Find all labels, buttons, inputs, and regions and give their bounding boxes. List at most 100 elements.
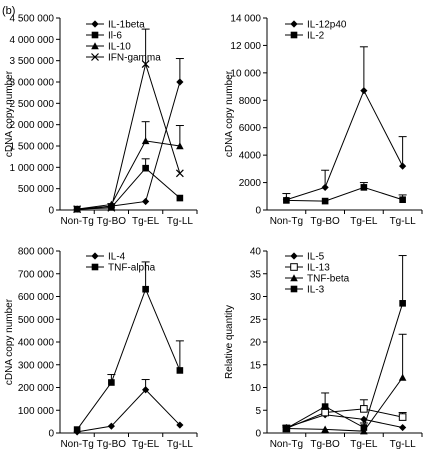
y-tick-label: 1 500 000 — [10, 142, 55, 153]
y-tick-label: 3 000 000 — [10, 78, 55, 89]
data-point-il-4 — [142, 386, 150, 394]
y-tick-label: 700 000 — [18, 269, 55, 280]
data-point-ifn-gamma — [73, 205, 82, 214]
legend-label: IL-2 — [307, 31, 325, 42]
y-tick-label: 500 000 — [18, 315, 55, 326]
data-point-ifn-gamma — [141, 60, 150, 69]
series-il-3 — [282, 255, 407, 432]
data-point-il-10 — [141, 137, 150, 145]
data-point-tnf-beta — [398, 373, 407, 381]
data-point-il-2 — [360, 184, 368, 191]
x-tick-label: Tg-BO — [310, 216, 340, 227]
data-point-il-3 — [283, 425, 290, 432]
y-tick-label: 0 — [255, 206, 261, 217]
chart-panel-cytokines-1: 0 500 000 1 000 000 1 500 000 2 000 000 2 500… — [4, 14, 198, 227]
legend-label: IL-13 — [307, 263, 330, 274]
y-tick-label: 3 500 000 — [10, 56, 55, 67]
x-tick-label: Tg-BO — [97, 439, 127, 450]
series-il-4 — [73, 379, 184, 436]
data-point-il-2 — [283, 197, 290, 204]
y-tick-label: 35 — [250, 269, 262, 280]
y-tick-label: 14 000 — [230, 14, 261, 25]
x-tick-label: Tg-BO — [97, 216, 127, 227]
series-line-il-1beta — [77, 81, 181, 210]
x-tick-label: Tg-LL — [167, 439, 194, 450]
x-tick-label: Tg-EL — [350, 216, 378, 227]
legend-label: IFN-gamma — [108, 53, 161, 64]
data-point-il-10 — [176, 142, 184, 150]
data-point-tnf-alpha — [108, 379, 115, 386]
x-tick-label: Tg-LL — [390, 216, 417, 227]
y-tick-label: 10 — [250, 383, 262, 394]
data-point-il-6 — [176, 194, 184, 202]
y-tick-label: 2 000 000 — [10, 120, 55, 131]
x-tick-label: Tg-BO — [310, 439, 340, 450]
data-point-il-13 — [398, 413, 407, 421]
data-point-il-3 — [321, 403, 329, 410]
y-tick-label: 800 000 — [18, 247, 55, 258]
x-tick-label: Non-Tg — [270, 439, 303, 450]
y-tick-label: 0 — [255, 429, 261, 440]
series-line-il-6 — [77, 167, 181, 210]
legend-marker — [91, 263, 99, 271]
y-axis-title: cDNA copy number — [4, 70, 15, 157]
chart-panel-cytokines-3: 0 100 000 200 000 300 000 400 000 500 000 600 … — [4, 247, 198, 450]
series-il-6 — [73, 158, 184, 213]
series-il-12p40 — [282, 46, 407, 204]
legend-marker — [290, 274, 298, 282]
y-tick-label: 4000 — [239, 151, 262, 162]
data-point-il-2 — [321, 197, 329, 205]
legend-marker — [91, 20, 99, 28]
legend-label: IL-10 — [108, 42, 131, 53]
y-tick-label: 30 — [250, 292, 262, 303]
data-point-il-5 — [399, 423, 407, 432]
x-tick-label: Tg-EL — [132, 216, 160, 227]
legend-label: IL-5 — [307, 252, 325, 263]
legend-label: IL-12p40 — [307, 20, 347, 31]
y-tick-label: 100 000 — [18, 406, 55, 417]
x-tick-label: Non-Tg — [60, 439, 93, 450]
y-tick-label: 600 000 — [18, 292, 55, 303]
y-tick-label: 0 — [48, 206, 54, 217]
y-tick-label: 500 000 — [18, 184, 55, 195]
y-tick-label: 2 500 000 — [10, 99, 55, 110]
y-tick-label: 4 500 000 — [10, 14, 55, 25]
y-tick-label: 200 000 — [18, 383, 55, 394]
legend-marker — [290, 263, 298, 271]
data-point-il-12p40 — [321, 183, 329, 191]
y-axis-title: Relative quantity — [224, 305, 235, 379]
series-line-tnf-beta — [286, 377, 404, 432]
chart-panel-cytokines-2: 0 2000 4000 6000 8000 10 000 12 000 14 000 Non-T… — [224, 14, 423, 227]
legend-label: IL-4 — [108, 252, 126, 263]
data-point-tnf-beta — [360, 427, 368, 435]
y-tick-label: 8000 — [239, 96, 262, 107]
series-line-il-10 — [77, 140, 180, 210]
legend-marker — [91, 42, 99, 50]
legend-marker — [290, 252, 298, 260]
y-tick-label: 12 000 — [230, 41, 261, 52]
y-tick-label: 0 — [48, 429, 54, 440]
data-point-il-3 — [360, 424, 368, 431]
y-tick-label: 15 — [250, 360, 262, 371]
data-point-il-13 — [321, 408, 329, 417]
legend-marker — [91, 252, 99, 260]
y-tick-label: 300 000 — [18, 360, 55, 371]
data-point-tnf-alpha — [176, 367, 184, 374]
legend-label: TNF-alpha — [108, 263, 156, 274]
legend-label: IL-1beta — [108, 20, 145, 31]
panel-label: (b) — [2, 5, 15, 17]
data-point-tnf-alpha — [142, 285, 149, 293]
series-tnf-alpha — [73, 261, 184, 433]
series-il-13 — [282, 399, 407, 433]
series-line-ifn-gamma — [77, 62, 181, 210]
series-line-il-13 — [286, 408, 403, 429]
legend-marker — [91, 31, 99, 39]
data-point-il-1beta — [142, 197, 150, 206]
legend-label: IL-3 — [307, 285, 325, 296]
y-tick-label: 1 000 000 — [10, 163, 55, 174]
data-point-ifn-gamma — [107, 203, 116, 212]
y-tick-label: 4 000 000 — [10, 35, 55, 46]
data-point-tnf-beta — [321, 425, 329, 433]
series-il-2 — [283, 182, 407, 205]
